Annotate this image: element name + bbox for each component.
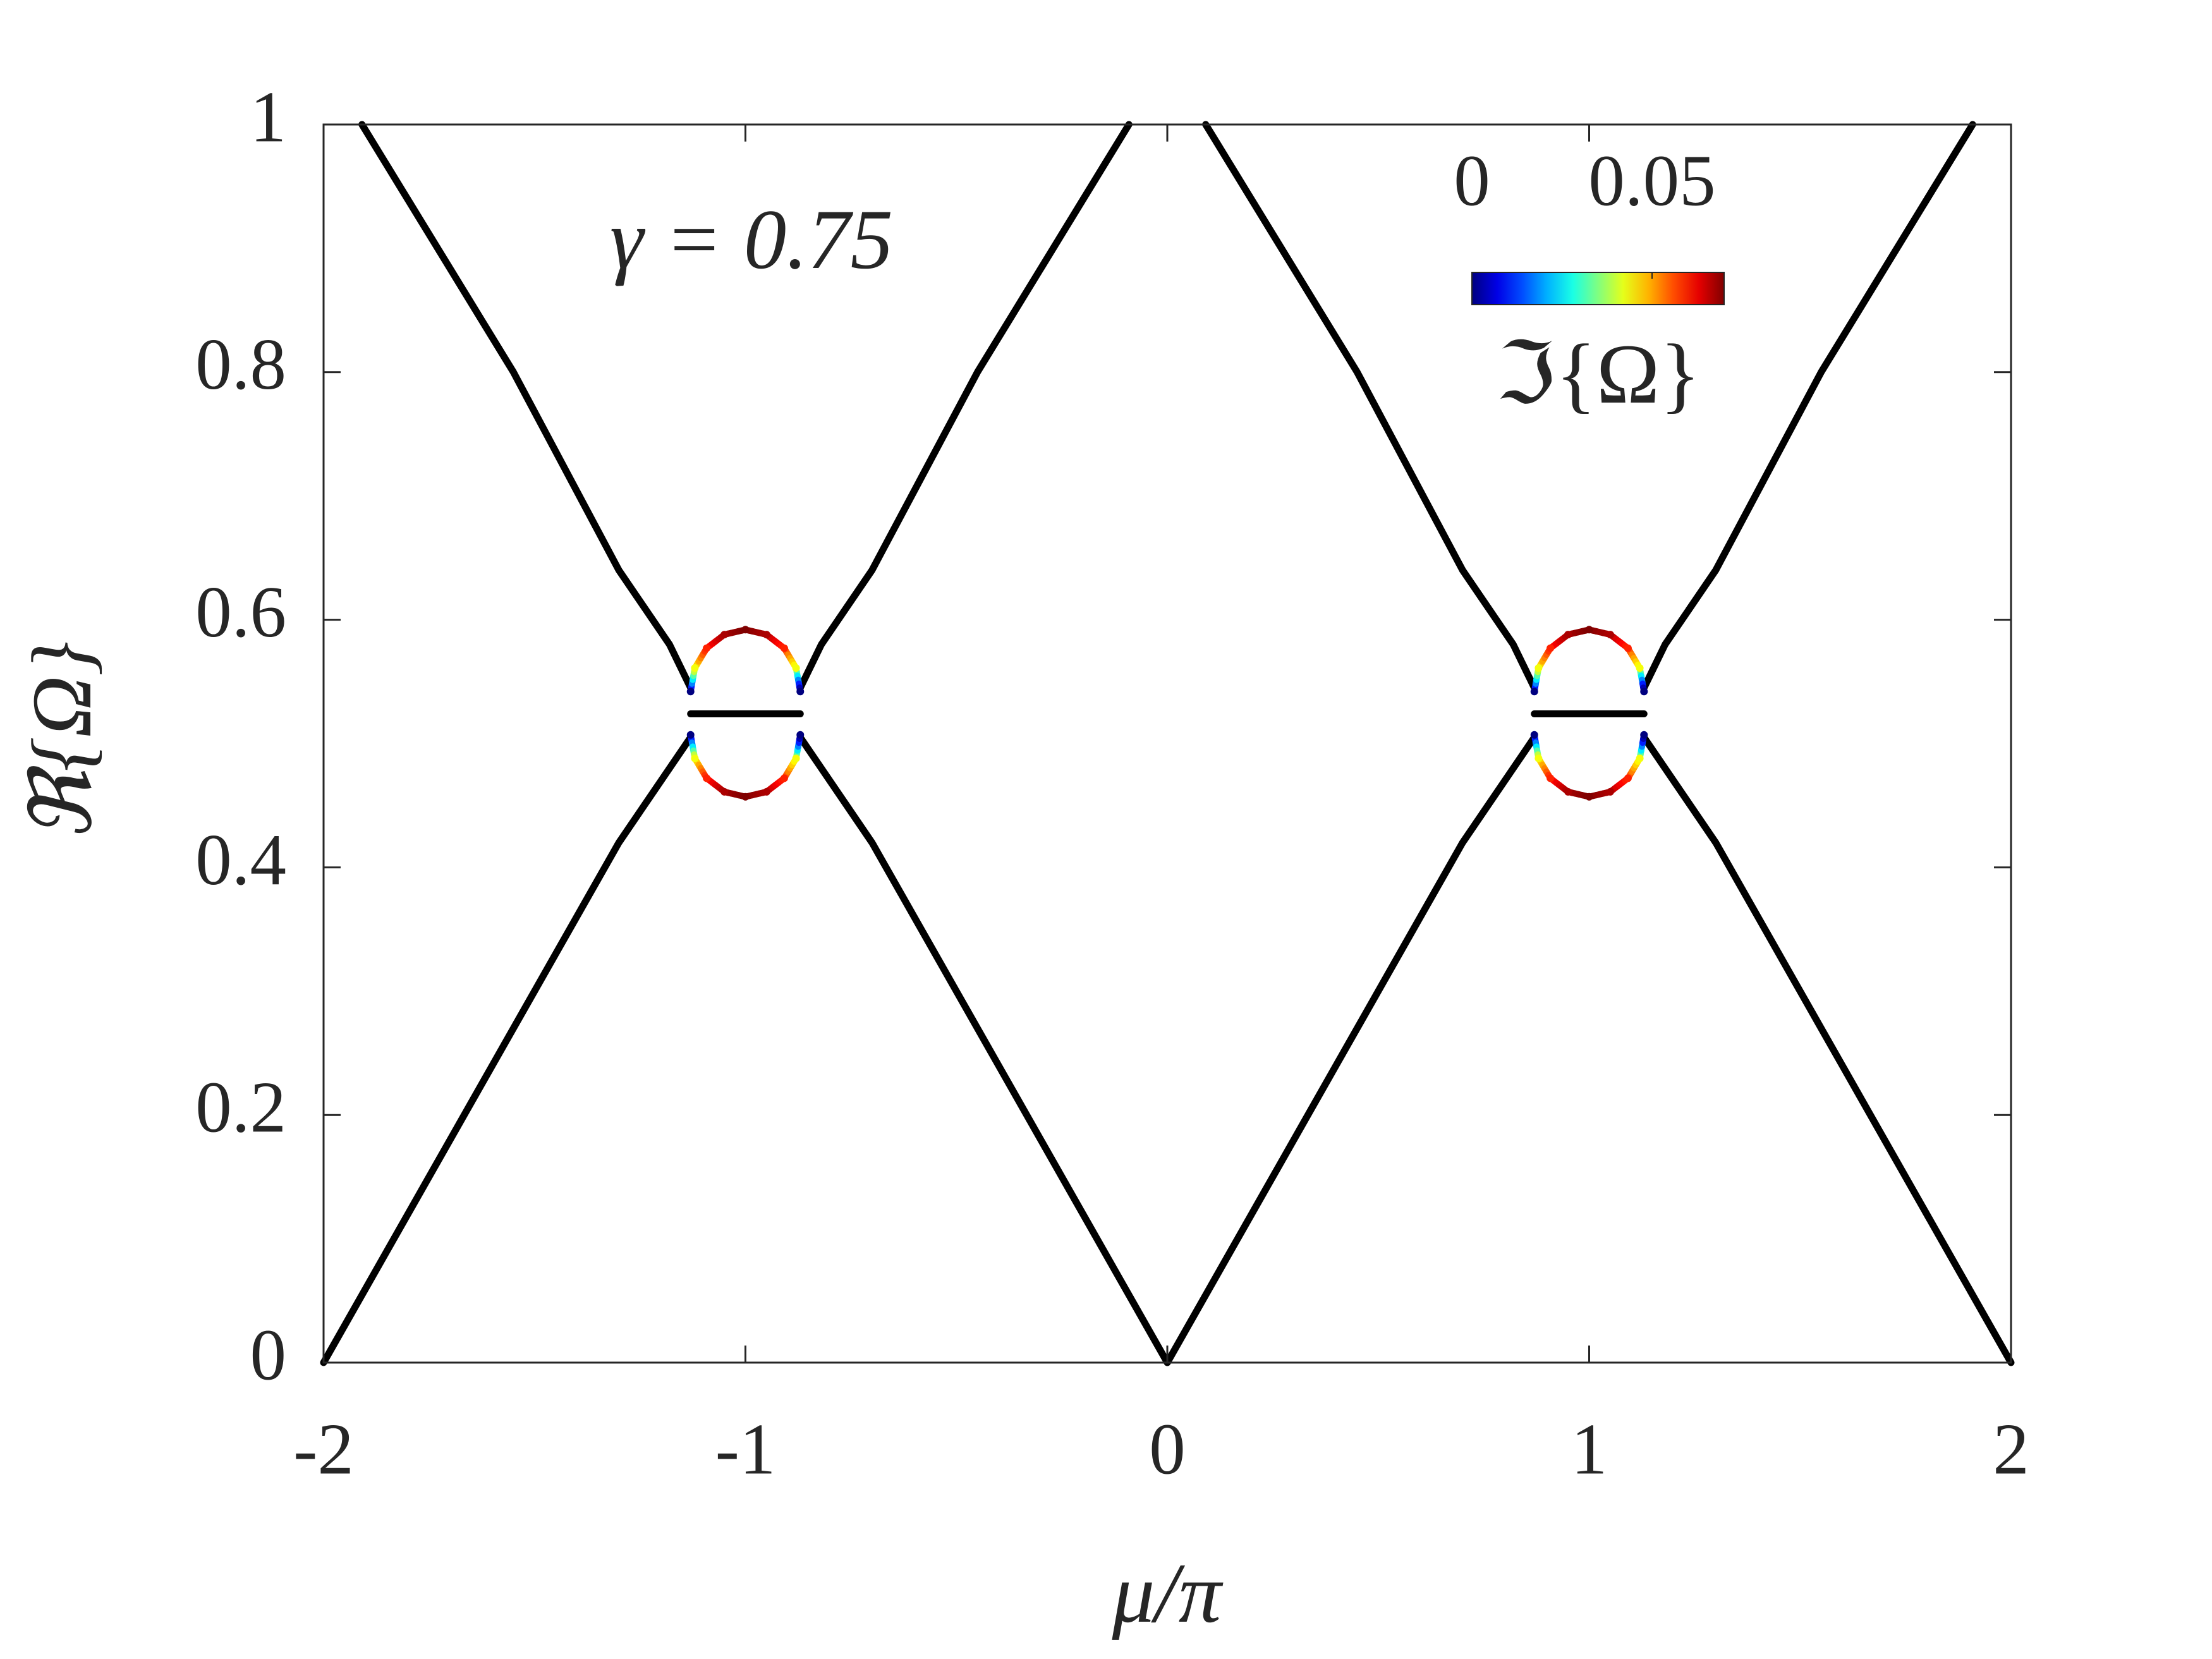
- loop-point: [720, 787, 729, 796]
- loop-point: [741, 793, 750, 801]
- x-tick-label: 2: [1993, 1409, 2029, 1489]
- loop-point: [1547, 644, 1555, 652]
- loop-point: [1534, 664, 1543, 672]
- loop-point: [703, 644, 711, 652]
- curve: [796, 121, 1133, 691]
- loop-point: [792, 664, 800, 672]
- colorbar-tick-label: 0: [1454, 140, 1490, 221]
- loop-point: [1606, 787, 1614, 796]
- curve: [320, 734, 695, 1366]
- loop-point: [691, 755, 699, 763]
- loop-point: [1606, 631, 1614, 639]
- colorbar: [1471, 272, 1725, 305]
- loop-point: [703, 774, 711, 782]
- loop-point: [1564, 631, 1572, 639]
- plot-area: [320, 121, 2015, 1366]
- curve: [796, 734, 1171, 1366]
- x-tick-label: 0: [1149, 1409, 1186, 1489]
- loop-point: [1530, 688, 1538, 696]
- y-tick-label: 0.6: [195, 572, 286, 652]
- y-tick-label: 0.2: [195, 1067, 286, 1148]
- annotation: γ = 0.75: [610, 193, 893, 287]
- y-tick-label: 1: [250, 76, 287, 157]
- y-axis-label: ℜ{Ω}: [15, 641, 109, 841]
- loop-point: [1547, 774, 1555, 782]
- loop-point: [780, 644, 788, 652]
- loop-point: [1585, 793, 1593, 801]
- loop-point: [1564, 787, 1572, 796]
- loop-point: [686, 688, 695, 696]
- loop-point: [686, 731, 695, 739]
- curve: [358, 121, 695, 691]
- loop-point: [780, 774, 788, 782]
- colorbar-label: ℑ{Ω}: [1496, 327, 1701, 422]
- y-tick-label: 0: [250, 1315, 287, 1395]
- loop-point: [1530, 731, 1538, 739]
- curve: [1640, 734, 2015, 1366]
- loop-point: [796, 688, 805, 696]
- loop-point: [1534, 755, 1543, 763]
- loop-point: [1640, 731, 1648, 739]
- y-tick-label: 0.8: [195, 324, 286, 404]
- loop-point: [1636, 664, 1644, 672]
- loop-point: [1624, 774, 1632, 782]
- curve: [1640, 121, 1976, 691]
- x-tick-label: -1: [715, 1409, 776, 1489]
- loop-point: [762, 787, 770, 796]
- loop-point: [1585, 626, 1593, 634]
- colorbar-tick-label: 0.05: [1588, 140, 1715, 221]
- loop-point: [720, 631, 729, 639]
- loop-point: [1636, 755, 1644, 763]
- curve: [1202, 121, 1538, 691]
- loop-point: [691, 664, 699, 672]
- x-tick-label: -2: [293, 1409, 354, 1489]
- loop-point: [796, 731, 805, 739]
- x-tick-label: 1: [1571, 1409, 1608, 1489]
- x-axis-label: μ/π: [1112, 1547, 1224, 1641]
- loop-point: [741, 626, 750, 634]
- loop-point: [792, 755, 800, 763]
- loop-point: [1624, 644, 1632, 652]
- y-tick-label: 0.4: [195, 820, 286, 900]
- loop-point: [1640, 688, 1648, 696]
- loop-point: [762, 631, 770, 639]
- curve: [1164, 734, 1538, 1366]
